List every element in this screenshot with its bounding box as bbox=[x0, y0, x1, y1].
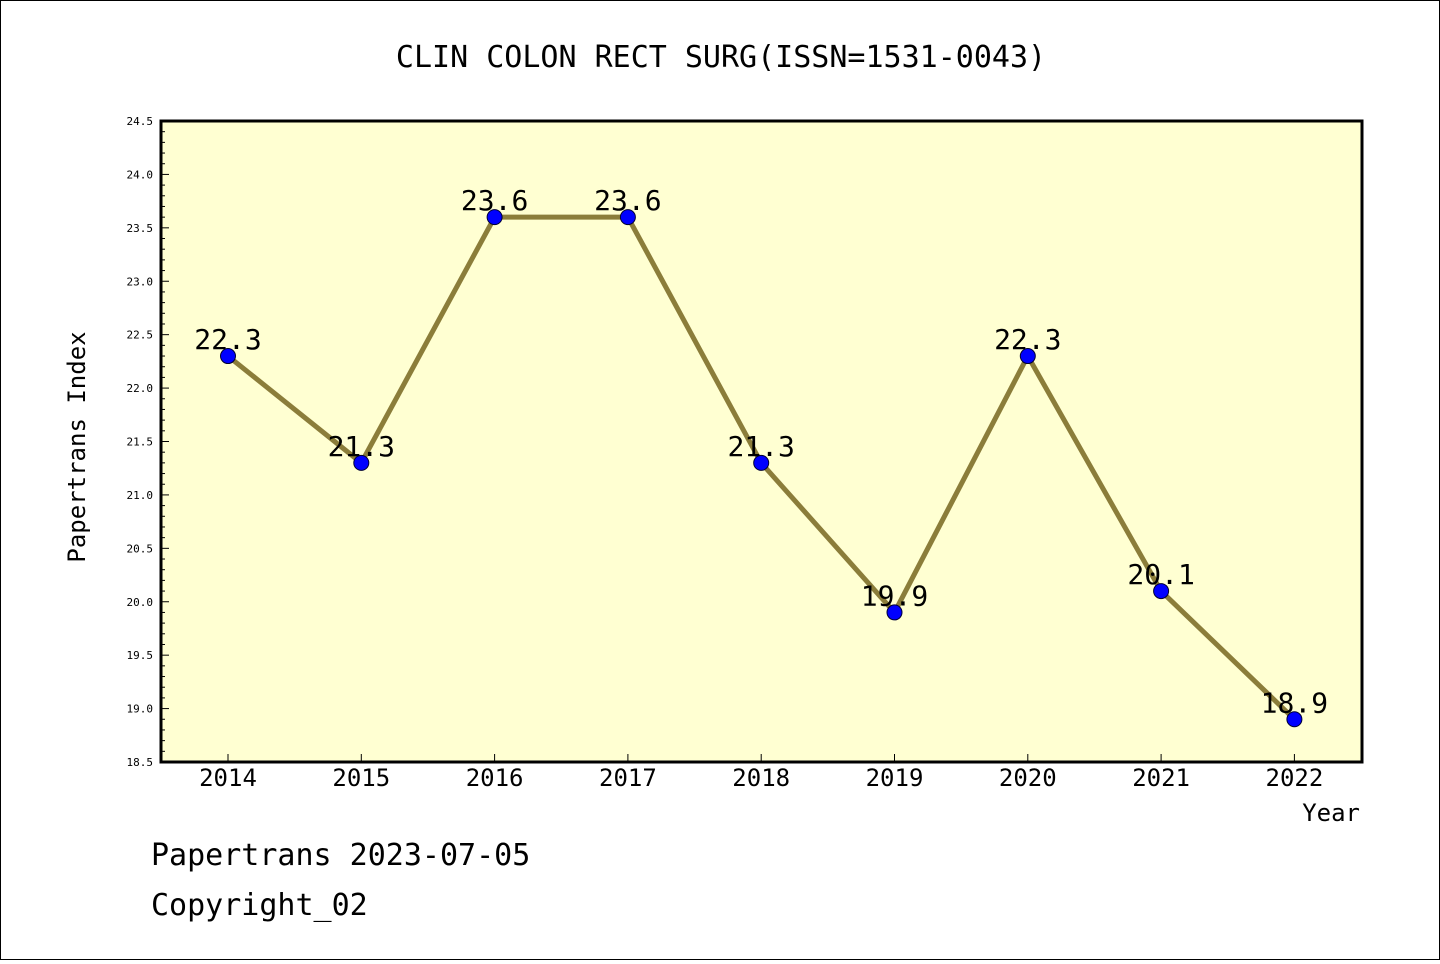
x-tick-label: 2016 bbox=[466, 764, 524, 792]
data-label: 21.3 bbox=[727, 430, 794, 463]
x-tick-label: 2021 bbox=[1132, 764, 1190, 792]
data-point bbox=[619, 209, 636, 226]
y-tick-label: 18.5 bbox=[127, 756, 154, 769]
y-tick-label: 22.5 bbox=[127, 329, 154, 342]
y-tick-label: 19.0 bbox=[127, 703, 154, 716]
y-tick-label: 19.5 bbox=[127, 649, 154, 662]
data-label: 23.6 bbox=[594, 184, 661, 217]
x-tick-label: 2022 bbox=[1266, 764, 1324, 792]
data-point bbox=[220, 348, 236, 365]
data-label-group: 22.3 21.3 23.6 23.6 21.3 19.9 22.3 20.1 18.9 bbox=[194, 184, 1328, 719]
y-tick-label: 24.0 bbox=[127, 168, 154, 181]
x-tick-label: 2017 bbox=[599, 764, 657, 792]
y-axis: 18.5 19.0 19.5 20.0 20.5 21.0 21.5 22.0 22.5 23.0… bbox=[127, 115, 169, 769]
x-axis: 2014 2015 2016 2017 2018 2019 2020 2021 2022 bbox=[199, 754, 1323, 792]
y-tick-label: 20.0 bbox=[127, 596, 154, 609]
plot-area bbox=[159, 119, 1364, 764]
data-label: 22.3 bbox=[194, 323, 261, 356]
y-tick-label: 24.5 bbox=[127, 115, 154, 128]
data-label: 21.3 bbox=[328, 430, 395, 463]
data-point bbox=[886, 604, 903, 621]
data-point bbox=[753, 454, 770, 471]
x-tick-label: 2019 bbox=[866, 764, 924, 792]
y-tick-label: 21.0 bbox=[127, 489, 154, 502]
y-tick-label: 23.0 bbox=[127, 275, 154, 288]
x-axis-label: Year bbox=[1302, 799, 1360, 827]
data-label: 18.9 bbox=[1261, 686, 1328, 719]
y-tick-label: 22.0 bbox=[127, 382, 154, 395]
data-point bbox=[1019, 348, 1036, 365]
data-point bbox=[1153, 583, 1170, 600]
chart-title: CLIN COLON RECT SURG(ISSN=1531-0043) bbox=[396, 40, 1046, 75]
x-tick-label: 2015 bbox=[332, 764, 390, 792]
x-tick-label: 2020 bbox=[999, 764, 1057, 792]
data-label: 22.3 bbox=[994, 323, 1061, 356]
x-tick-label: 2018 bbox=[732, 764, 790, 792]
data-label: 20.1 bbox=[1127, 558, 1194, 591]
footer-date-text: Papertrans 2023-07-05 bbox=[151, 838, 530, 873]
data-point bbox=[1286, 711, 1303, 728]
data-label: 19.9 bbox=[861, 579, 928, 612]
x-tick-label: 2014 bbox=[199, 764, 257, 792]
y-axis-label: Papertrans Index bbox=[63, 331, 91, 562]
data-label: 23.6 bbox=[461, 184, 528, 217]
footer-copyright-text: Copyright_02 bbox=[151, 888, 368, 923]
data-point bbox=[353, 454, 370, 471]
marker-group bbox=[220, 209, 1303, 728]
y-tick-label: 20.5 bbox=[127, 542, 154, 555]
y-tick-label: 23.5 bbox=[127, 222, 154, 235]
data-point bbox=[486, 209, 503, 226]
y-tick-label: 21.5 bbox=[127, 436, 154, 449]
